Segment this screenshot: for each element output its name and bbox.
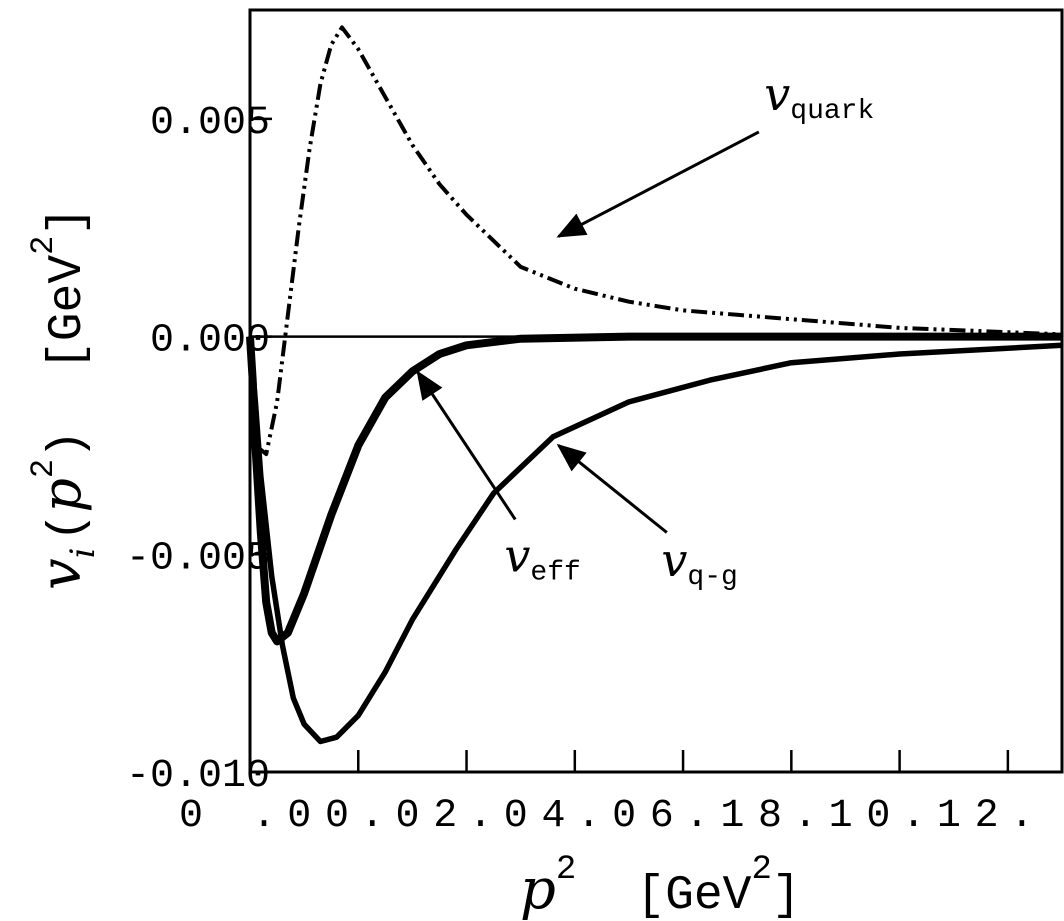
annotation-arrow-q-g: [556, 443, 668, 534]
y-axis-var: v: [29, 558, 94, 590]
x-axis-ticks: 0.00.20.40.60.81.01.21.4: [179, 750, 1064, 839]
annotation-layer: vquark veff vq-g: [416, 67, 874, 593]
x-tick-label: 1.4: [937, 794, 1064, 839]
annotation-arrow-quark: [556, 130, 760, 238]
series-layer: [246, 25, 1063, 745]
x-axis-unit-prefix: [GeV: [636, 869, 751, 921]
x-tick-label: 1.2: [829, 794, 999, 839]
y-tick-label: -0.010: [126, 754, 270, 799]
y-axis-arg-var: p: [30, 478, 93, 513]
x-tick-label: 0.4: [396, 794, 566, 839]
y-axis-arg-sup: 2: [25, 459, 62, 478]
x-tick-label: 0.2: [287, 794, 457, 839]
annotation-label-eff: veff: [504, 529, 580, 589]
annotation-arrow-eff: [416, 370, 517, 521]
y-axis-title: vi(p2)[GeV2]: [25, 207, 103, 590]
y-axis-unit-suffix: ]: [41, 207, 95, 236]
x-tick-label: 0.8: [612, 794, 782, 839]
x-tick-label: 1.0: [720, 794, 890, 839]
plot-frame: [248, 8, 1064, 774]
series-q-g-line: [247, 336, 1063, 745]
y-tick-label: -0.005: [126, 536, 270, 581]
y-axis-unit-sup: 2: [25, 236, 62, 255]
x-axis-var-sup: 2: [556, 851, 576, 889]
annotation-label-q-g: vq-g: [661, 533, 737, 593]
y-axis-arg-open: (: [41, 513, 95, 542]
annotation-label-quark: vquark: [764, 67, 874, 127]
x-axis-unit-sup: 2: [751, 851, 771, 889]
y-axis-arg-close: ): [41, 430, 95, 459]
x-axis-title: p2 [GeV2]: [520, 851, 801, 921]
x-axis-unit-suffix: ]: [772, 869, 801, 921]
x-tick-label: 0.0: [179, 794, 349, 839]
y-tick-label: 0.005: [150, 101, 270, 146]
y-axis-var-sub: i: [63, 547, 103, 558]
x-tick-label: 0.6: [504, 794, 674, 839]
y-axis-unit-prefix: [GeV: [41, 255, 95, 370]
series-quark-line: [248, 25, 1063, 457]
x-axis-var: p: [520, 857, 556, 921]
series-eff-line: [246, 332, 1062, 646]
